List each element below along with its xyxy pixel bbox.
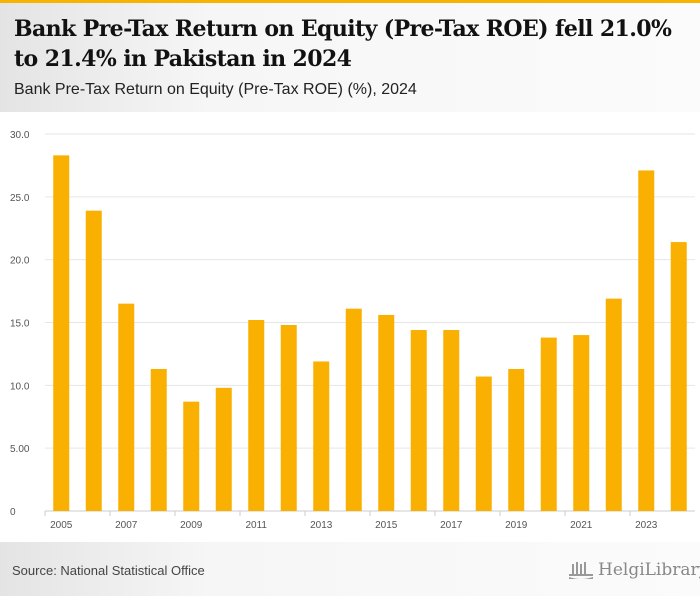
y-tick-label: 0 [10,507,16,518]
x-tick-label: 2007 [115,520,138,531]
accent-bar [0,0,700,3]
bar-2005 [53,155,70,511]
chart-title: Bank Pre-Tax Return on Equity (Pre-Tax R… [14,16,672,72]
y-tick-label: 5.00 [10,444,30,455]
bar-2008 [150,368,167,511]
bar-2016 [410,330,427,511]
y-tick-label: 10.0 [10,381,30,392]
source-note: Source: National Statistical Office [12,563,205,578]
bar-2019 [508,368,525,511]
x-tick-label: 2017 [440,520,463,531]
bar-2015 [378,314,395,511]
y-tick-label: 20.0 [10,256,30,267]
x-tick-label: 2019 [505,520,528,531]
x-tick-label: 2005 [50,520,73,531]
x-tick-label: 2021 [570,520,593,531]
x-tick-label: 2023 [635,520,658,531]
y-tick-label: 25.0 [10,193,30,204]
helgi-library-logo[interactable]: HelgiLibrary. [568,560,700,580]
bar-2014 [345,308,362,511]
library-logo-icon [569,562,593,579]
bar-2006 [85,210,102,511]
bar-2011 [248,319,265,511]
bar-2017 [443,330,460,511]
x-tick-label: 2015 [375,520,398,531]
bar-2013 [313,361,330,511]
bar-2010 [215,387,232,511]
chart-subtitle: Bank Pre-Tax Return on Equity (Pre-Tax R… [14,81,417,98]
bar-2021 [573,335,590,511]
logo-text: HelgiLibrary. [598,560,700,580]
bar-chart: 0 5.00 10.0 15.0 20.0 25.0 30.0 2005 2007 2009 201… [10,130,695,531]
y-tick-label: 30.0 [10,130,30,141]
y-tick-label: 15.0 [10,319,30,330]
x-tick-label: 2009 [180,520,203,531]
bar-2024 [670,242,687,511]
bar-2023 [638,170,655,511]
x-tick-label: 2013 [310,520,333,531]
chart-area: 0 5.00 10.0 15.0 20.0 25.0 30.0 2005 2007 2009 201… [0,112,700,542]
bar-2009 [183,401,200,511]
bar-2007 [118,303,135,511]
bar-2020 [540,337,557,511]
x-tick-label: 2011 [245,520,267,531]
bar-2012 [280,325,297,511]
bar-2022 [605,298,622,511]
bar-2018 [475,376,492,511]
